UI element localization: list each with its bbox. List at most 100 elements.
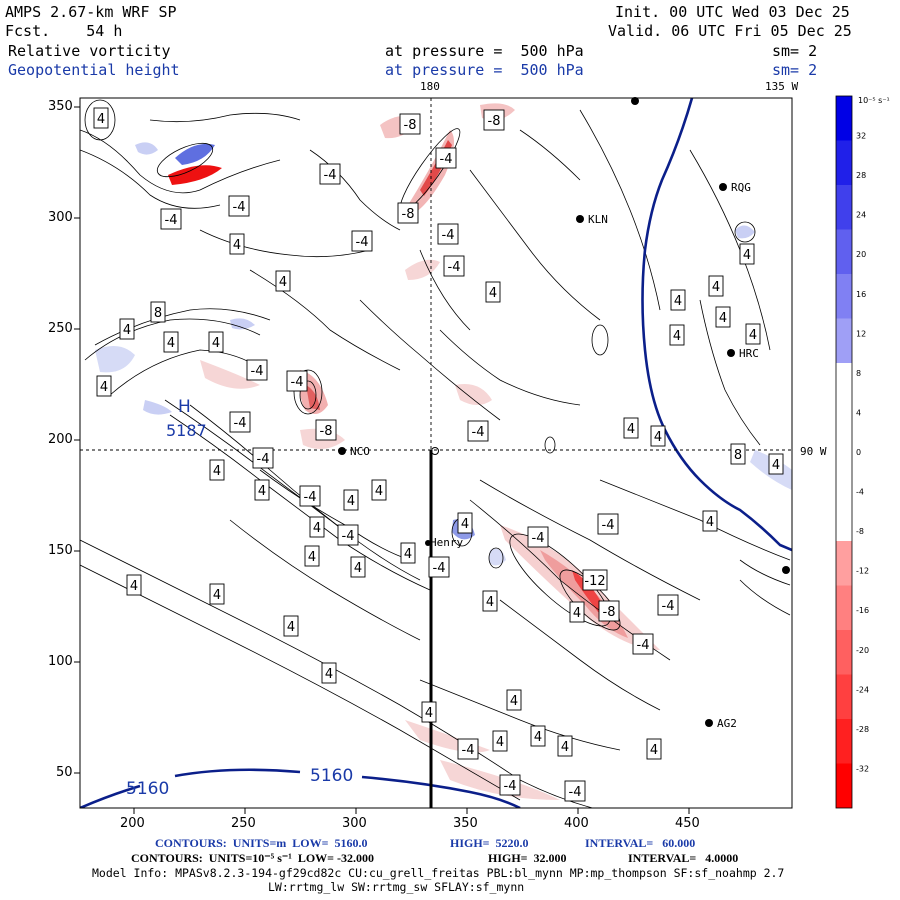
contour-label-value: -4	[462, 743, 475, 758]
contour-label-value: 4	[279, 275, 287, 290]
contour-label-value: -8	[404, 118, 417, 133]
contour-label-value: 4	[461, 517, 469, 532]
contour-label-box	[286, 370, 308, 392]
contour-label-value: -4	[472, 425, 485, 440]
contour-label-box	[483, 109, 505, 131]
contour-label-value: -4	[233, 200, 246, 215]
vorticity-contour-interval: INTERVAL= 4.0000	[628, 851, 739, 865]
contour-label-value: 8	[154, 306, 162, 321]
contour-label-box	[399, 113, 421, 135]
contour-label-value: 4	[354, 561, 362, 576]
contour-label-box	[657, 594, 679, 616]
colorbar-swatch	[836, 719, 852, 764]
colorbar-swatch	[836, 229, 852, 274]
contour-label-box	[650, 425, 666, 447]
pressure2-label: at pressure = 500 hPa	[385, 61, 584, 79]
contour-label-value: 4	[100, 380, 108, 395]
pressure1-label: at pressure = 500 hPa	[385, 42, 584, 60]
contour-label-box	[209, 583, 225, 605]
height-contour-interval: INTERVAL= 60.000	[585, 836, 696, 850]
contour-label-value: 4	[486, 595, 494, 610]
contour-label-value: -8	[603, 605, 616, 620]
vorticity-contour-info: CONTOURS: UNITS=10⁻⁵ s⁻¹ LOW= -32.000	[131, 851, 375, 865]
contour-label-box	[229, 233, 245, 255]
model-info-radiation: LW:rrtmg_lw SW:rrtmg_sw SFLAY:sf_mynn	[268, 880, 525, 894]
contour-label-box	[467, 420, 489, 442]
colorbar-swatch	[836, 496, 852, 541]
high-center-marker: H	[178, 397, 191, 417]
contour-label-box	[93, 107, 109, 129]
contour-label-value: 4	[489, 286, 497, 301]
contour-label-value: -4	[433, 561, 446, 576]
colorbar-label: -16	[856, 606, 869, 615]
field2-label: Geopotential height	[8, 61, 180, 79]
contour-label-value: -8	[488, 114, 501, 129]
contour-label-box	[397, 202, 419, 224]
contour-label-value: 4	[404, 547, 412, 562]
contour-label-box	[708, 275, 724, 297]
contour-label-value: 4	[167, 336, 175, 351]
colorbar-label: 20	[856, 250, 866, 259]
contour-label-value: -4	[504, 779, 517, 794]
contour-label-box	[557, 735, 573, 757]
colorbar-swatch	[836, 585, 852, 630]
height-label-right: 5160	[310, 766, 353, 786]
x-tick-300: 300	[342, 816, 367, 831]
contour-label-box	[319, 163, 341, 185]
contour-label-value: 4	[123, 323, 131, 338]
x-tick-350: 350	[453, 816, 478, 831]
contour-label-value: 4	[743, 248, 751, 263]
contour-label-box	[702, 510, 718, 532]
station-nco-marker	[338, 447, 346, 455]
contour-label-box	[208, 331, 224, 353]
height-label-left: 5160	[126, 779, 169, 799]
colorbar-label: 12	[856, 329, 866, 338]
station-kln-label: KLN	[588, 213, 608, 226]
colorbar-unit: 10⁻⁵ s⁻¹	[858, 96, 890, 105]
smoothing1-label: sm= 2	[772, 42, 818, 60]
station-ag2-label: AG2	[717, 717, 737, 730]
colorbar-label: -8	[856, 527, 864, 536]
contour-label-value: -4	[251, 364, 264, 379]
contour-label-value: 4	[719, 311, 727, 326]
contour-label-box	[304, 545, 320, 567]
y-tick-200: 200	[48, 432, 73, 447]
colorbar-label: 24	[856, 211, 866, 220]
colorbar-label: 32	[856, 132, 866, 141]
colorbar-label: -28	[856, 725, 869, 734]
x-tick-450: 450	[675, 816, 700, 831]
contour-label-box	[582, 569, 608, 591]
map-frame	[79, 97, 793, 809]
colorbar-swatch	[836, 763, 852, 808]
x-tick-200: 200	[120, 816, 145, 831]
contour-label-box	[299, 485, 321, 507]
y-tick-150: 150	[48, 543, 73, 558]
contour-label-value: -4	[440, 152, 453, 167]
contour-label-value: 8	[734, 448, 742, 463]
lon-label-180: 180	[420, 80, 440, 93]
contour-label-value: -8	[402, 207, 415, 222]
contour-label-value: 4	[233, 238, 241, 253]
contour-label-value: -4	[602, 518, 615, 533]
contour-label-value: 4	[375, 484, 383, 499]
contour-label-box	[530, 725, 546, 747]
y-tick-250: 250	[48, 321, 73, 336]
contour-label-value: 4	[627, 422, 635, 437]
contour-label-box	[768, 453, 784, 475]
contour-label-box	[730, 443, 746, 465]
contour-label-box	[228, 195, 250, 217]
y-tick-300: 300	[48, 210, 73, 225]
colorbar-label: -20	[856, 646, 869, 655]
contour-label-box	[321, 662, 337, 684]
contour-label-value: -4	[356, 235, 369, 250]
contour-label-box	[457, 512, 473, 534]
init-time: Init. 00 UTC Wed 03 Dec 25	[615, 3, 850, 21]
contour-label-box	[229, 411, 251, 433]
model-info: Model Info: MPASv8.2.3-194-gf29cd82c CU:…	[92, 866, 785, 880]
contour-label-value: 4	[534, 730, 542, 745]
vorticity-contours	[80, 99, 791, 808]
contour-label-value: -8	[320, 424, 333, 439]
contour-label-box	[150, 301, 166, 323]
contour-label-box	[443, 255, 465, 277]
colorbar-label: -32	[856, 764, 869, 773]
